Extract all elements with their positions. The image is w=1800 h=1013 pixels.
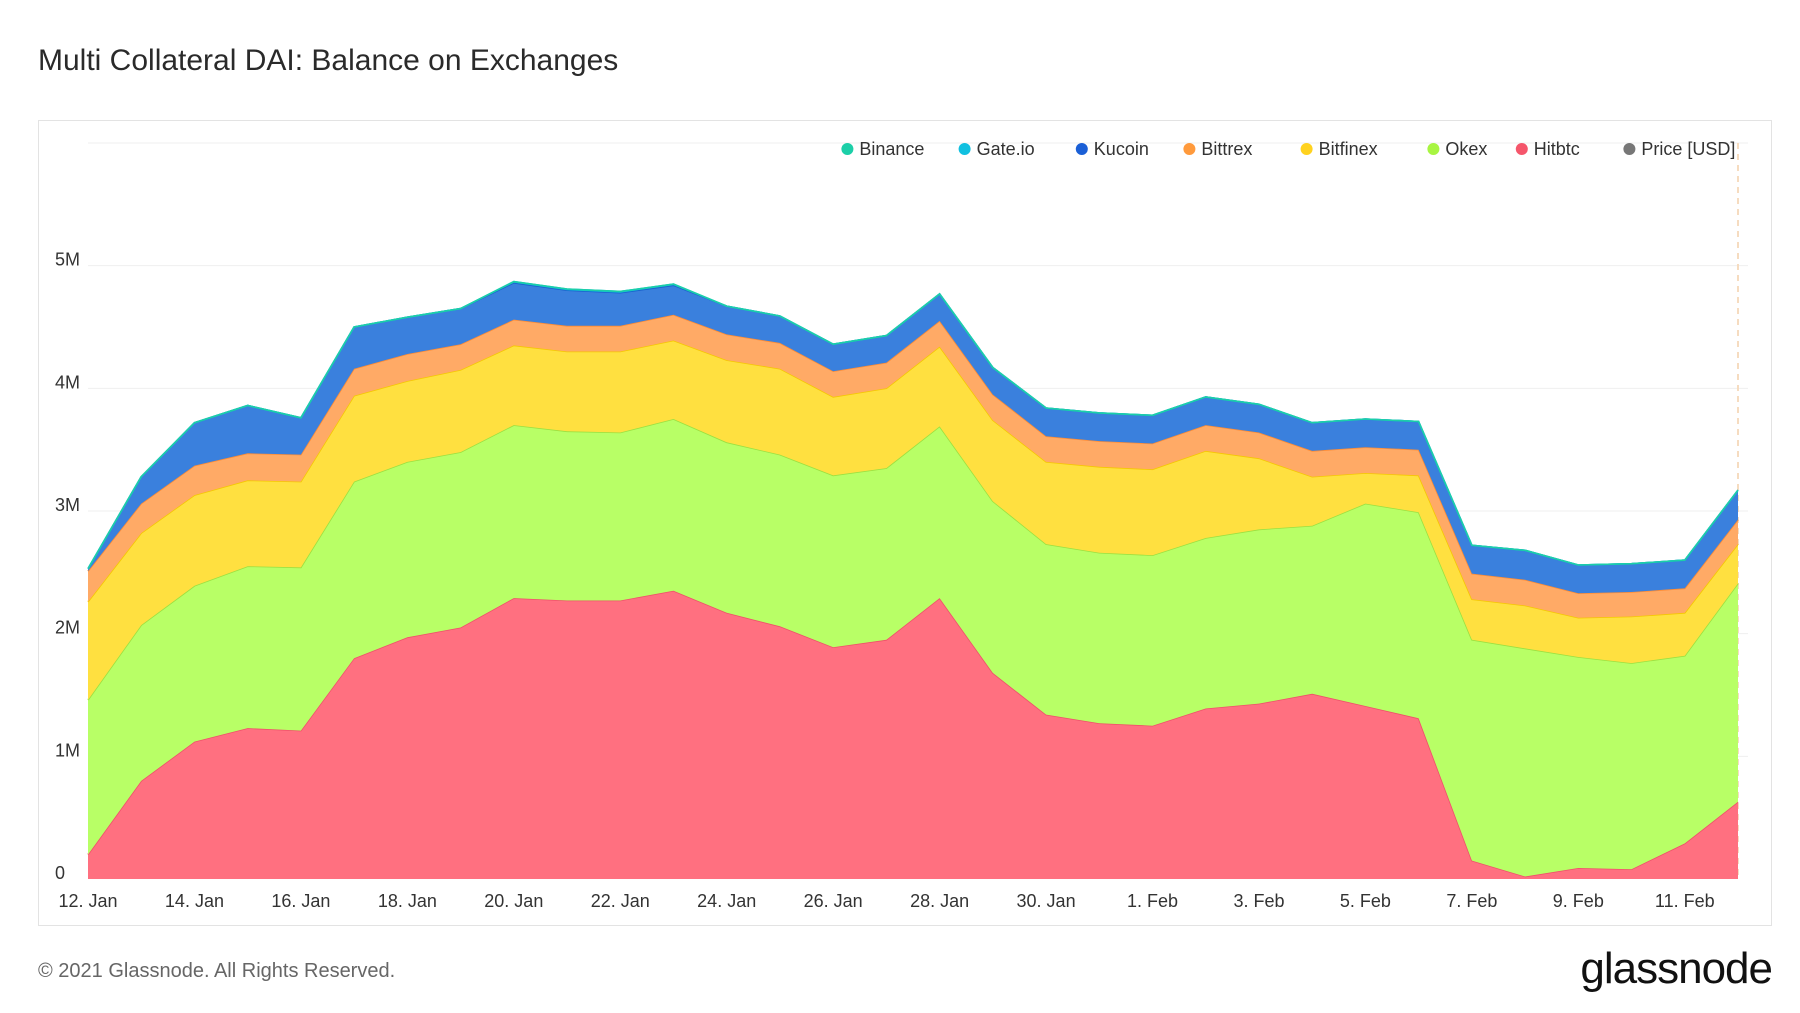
x-tick-label: 16. Jan [271, 891, 330, 911]
legend-label: Bittrex [1201, 139, 1252, 159]
legend-swatch [958, 143, 971, 155]
area-hitbtc[interactable] [88, 590, 1738, 879]
legend-item-hitbtc[interactable]: Hitbtc [1515, 139, 1580, 159]
glassnode-logo[interactable]: glassnode [1580, 944, 1773, 993]
x-tick-label: 20. Jan [484, 891, 543, 911]
legend-item-bittrex[interactable]: Bittrex [1183, 139, 1252, 159]
x-tick-label: 28. Jan [910, 891, 969, 911]
legend-item-gate-io[interactable]: Gate.io [958, 139, 1035, 159]
x-axis: 12. Jan 14. Jan 16. Jan 18. Jan 20. Jan 22. J… [58, 891, 1714, 911]
x-tick-label: 9. Feb [1553, 891, 1604, 911]
x-tick-label: 30. Jan [1017, 891, 1076, 911]
legend-label: Gate.io [977, 139, 1035, 159]
x-tick-label: 12. Jan [58, 891, 117, 911]
legend-swatch [1623, 143, 1636, 155]
x-tick-label: 14. Jan [165, 891, 224, 911]
x-tick-label: 1. Feb [1127, 891, 1178, 911]
legend-swatch [1427, 143, 1440, 155]
area-bittrex[interactable] [88, 314, 1738, 618]
legend-item-okex[interactable]: Okex [1427, 139, 1487, 159]
legend-swatch [1183, 143, 1196, 155]
legend-item-bitfinex[interactable]: Bitfinex [1300, 139, 1378, 159]
area-okex[interactable] [88, 419, 1738, 877]
x-tick-label: 26. Jan [804, 891, 863, 911]
y-axis: 0 1M 2M 3M 4M 5M [55, 250, 80, 883]
x-tick-label: 18. Jan [378, 891, 437, 911]
y-tick-label: 4M [55, 372, 80, 392]
legend-swatch [1075, 143, 1088, 155]
legend-label: Bitfinex [1319, 139, 1378, 159]
x-tick-label: 22. Jan [591, 891, 650, 911]
y-tick-label: 0 [55, 863, 65, 883]
line-binance [87, 280, 1739, 570]
legend-item-binance[interactable]: Binance [841, 139, 924, 159]
x-tick-label: 24. Jan [697, 891, 756, 911]
y-tick-label: 2M [55, 618, 80, 638]
legend-swatch [1515, 143, 1528, 155]
x-tick-label: 3. Feb [1233, 891, 1284, 911]
legend-swatch [841, 143, 854, 155]
y-tick-label: 5M [55, 250, 80, 270]
legend-item-kucoin[interactable]: Kucoin [1075, 139, 1149, 159]
chart-title: Multi Collateral DAI: Balance on Exchang… [38, 44, 619, 77]
y-tick-label: 3M [55, 495, 80, 515]
legend-item-price-usd-[interactable]: Price [USD] [1623, 139, 1735, 159]
legend-label: Kucoin [1094, 139, 1149, 159]
legend-label: Hitbtc [1534, 139, 1580, 159]
legend[interactable]: Binance Gate.io Kucoin Bittrex Bitfinex Okex H… [841, 139, 1735, 159]
area-kucoin[interactable] [88, 282, 1738, 594]
legend-label: Binance [859, 139, 924, 159]
legend-label: Price [USD] [1641, 139, 1735, 159]
x-tick-label: 5. Feb [1340, 891, 1391, 911]
series-areas [87, 280, 1739, 879]
area-bitfinex[interactable] [88, 340, 1738, 700]
legend-swatch [1300, 143, 1313, 155]
x-tick-label: 7. Feb [1446, 891, 1497, 911]
x-tick-label: 11. Feb [1655, 891, 1715, 911]
copyright-text: © 2021 Glassnode. All Rights Reserved. [38, 960, 396, 982]
y-tick-label: 1M [55, 740, 80, 760]
legend-label: Okex [1445, 139, 1487, 159]
